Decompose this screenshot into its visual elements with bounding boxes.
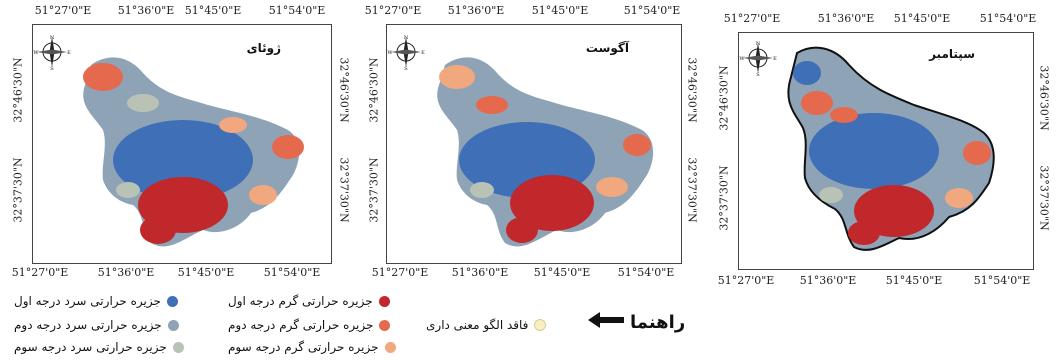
- region-shape: [83, 57, 304, 247]
- coord-label: 32°37'30"N: [11, 157, 25, 223]
- north-arrow-icon: N S E W: [33, 35, 71, 71]
- legend-swatch: [166, 295, 178, 307]
- coord-label: 51°27'0"E: [34, 4, 92, 17]
- legend-item: جزیره حرارتی گرم درجه سوم: [228, 340, 438, 354]
- coord-label: 51°27'0"E: [364, 4, 422, 17]
- coord-label: 32°46'30"N: [685, 57, 699, 123]
- legend-label: جزیره حرارتی سرد درجه اول: [14, 294, 161, 308]
- legend-item: جزیره حرارتی سرد درجه دوم: [14, 318, 219, 332]
- map-title: ژوئای: [246, 41, 281, 55]
- coord-label: 32°37'30"N: [337, 157, 351, 223]
- coord-label: 51°54'0"E: [623, 4, 681, 17]
- coord-label: 32°46'30"N: [1037, 65, 1051, 131]
- map-graphic: [437, 57, 654, 247]
- legend-swatch: [379, 319, 391, 331]
- legend-label: جزیره حرارتی سرد درجه دوم: [14, 318, 162, 332]
- coord-label: 51°54'0"E: [268, 4, 326, 17]
- coord-label: 51°27'0"E: [11, 266, 69, 279]
- compass-letter-e: E: [67, 50, 71, 56]
- compass-letter-w: W: [387, 50, 393, 56]
- coord-label: 32°46'30"N: [337, 57, 351, 123]
- legend-title: راهنما: [588, 312, 685, 333]
- compass-letter-n: N: [404, 35, 409, 41]
- coord-label: 32°37'30"N: [717, 165, 731, 231]
- coord-label: 32°37'30"N: [685, 157, 699, 223]
- compass-letter-w: W: [739, 56, 745, 62]
- coord-label: 51°36'0"E: [447, 4, 505, 17]
- map-frame: سپتامبر N S E W: [738, 32, 1034, 270]
- compass-letter-s: S: [756, 72, 760, 77]
- compass-letter-s: S: [50, 66, 54, 71]
- compass-letter-n: N: [50, 35, 55, 41]
- legend-item: فاقد الگو معنی داری: [426, 318, 576, 332]
- legend-label: جزیره حرارتی سرد درجه سوم: [14, 340, 167, 354]
- coord-label: 32°46'30"N: [367, 57, 381, 123]
- coord-label: 32°37'30"N: [367, 157, 381, 223]
- compass-letter-n: N: [756, 41, 761, 47]
- map-frame: ژوئای N S E W: [32, 24, 332, 264]
- legend-label: فاقد الگو معنی داری: [426, 318, 529, 332]
- region-shape: [437, 57, 654, 247]
- legend-swatch: [172, 341, 184, 353]
- coord-label: 51°45'0"E: [893, 12, 951, 25]
- legend-swatch: [167, 319, 179, 331]
- legend-label: جزیره حرارتی گرم درجه اول: [228, 294, 373, 308]
- coord-label: 51°45'0"E: [177, 266, 235, 279]
- coord-label: 51°54'0"E: [263, 266, 321, 279]
- coord-label: 51°27'0"E: [371, 266, 429, 279]
- coord-label: 51°45'0"E: [531, 4, 589, 17]
- legend-item: جزیره حرارتی سرد درجه سوم: [14, 340, 219, 354]
- compass-letter-w: W: [33, 50, 39, 56]
- region-shape: [787, 46, 995, 251]
- coord-label: 51°54'0"E: [973, 274, 1031, 287]
- coord-label: 32°46'30"N: [717, 65, 731, 131]
- map-title: آگوست: [585, 41, 629, 55]
- legend-label: جزیره حرارتی گرم درجه دوم: [228, 318, 374, 332]
- compass-letter-s: S: [404, 66, 408, 71]
- coord-label: 51°36'0"E: [451, 266, 509, 279]
- compass-letter-e: E: [773, 56, 777, 62]
- coord-label: 32°37'30"N: [1037, 165, 1051, 231]
- coord-label: 51°45'0"E: [885, 274, 943, 287]
- legend-swatch: [534, 319, 547, 331]
- legend-swatch: [378, 295, 390, 307]
- north-arrow-icon: N S E W: [387, 35, 425, 71]
- legend-item: جزیره حرارتی گرم درجه اول: [228, 294, 438, 308]
- arrow-left-icon: [588, 312, 624, 333]
- map-graphic: [83, 57, 304, 247]
- coord-label: 51°36'0"E: [117, 4, 175, 17]
- coord-label: 32°46'30"N: [11, 57, 25, 123]
- legend-label: جزیره حرارتی گرم درجه سوم: [228, 340, 379, 354]
- coord-label: 51°54'0"E: [617, 266, 675, 279]
- map-graphic: [787, 46, 995, 251]
- legend-title-text: راهنما: [630, 312, 686, 333]
- compass-letter-e: E: [421, 50, 425, 56]
- map-title: سپتامبر: [929, 47, 975, 61]
- coord-label: 51°27'0"E: [717, 274, 775, 287]
- coord-label: 51°27'0"E: [723, 12, 781, 25]
- legend-item: جزیره حرارتی سرد درجه اول: [14, 294, 219, 308]
- coord-label: 51°45'0"E: [184, 4, 242, 17]
- legend-swatch: [384, 341, 396, 353]
- coord-label: 51°36'0"E: [97, 266, 155, 279]
- coord-label: 51°36'0"E: [817, 12, 875, 25]
- coord-label: 51°36'0"E: [799, 274, 857, 287]
- coord-label: 51°54'0"E: [979, 12, 1037, 25]
- north-arrow-icon: N S E W: [739, 41, 777, 77]
- map-frame: آگوست N S E W: [386, 24, 682, 264]
- legend-item: جزیره حرارتی گرم درجه دوم: [228, 318, 438, 332]
- coord-label: 51°45'0"E: [533, 266, 591, 279]
